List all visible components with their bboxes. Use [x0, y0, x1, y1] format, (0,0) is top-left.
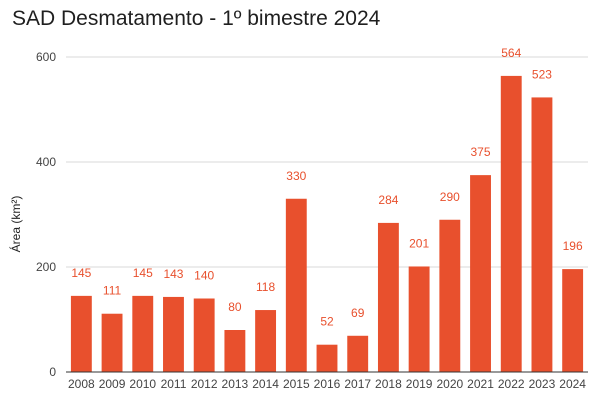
data-label-2014: 118 — [256, 280, 275, 294]
data-label-2020: 290 — [440, 190, 460, 204]
data-label-2016: 52 — [320, 315, 334, 329]
bar-2019 — [408, 266, 430, 372]
bar-2024 — [562, 269, 584, 372]
x-tick-label-2013: 2013 — [222, 377, 249, 391]
x-tick-label-2021: 2021 — [467, 377, 494, 391]
bar-2008 — [70, 295, 92, 372]
y-axis-title: Área (km²) — [8, 196, 23, 253]
x-tick-label-2024: 2024 — [559, 377, 586, 391]
data-label-2024: 196 — [563, 239, 583, 253]
y-tick-label: 400 — [36, 155, 56, 169]
y-tick-label: 600 — [36, 50, 56, 64]
x-tick-label-2014: 2014 — [252, 377, 279, 391]
x-tick-label-2019: 2019 — [406, 377, 433, 391]
x-tick-label-2023: 2023 — [529, 377, 556, 391]
x-tick-label-2012: 2012 — [191, 377, 218, 391]
bar-2010 — [132, 295, 154, 372]
data-label-2017: 69 — [351, 306, 365, 320]
x-tick-label-2011: 2011 — [161, 377, 187, 391]
chart-title: SAD Desmatamento - 1º bimestre 2024 — [12, 7, 381, 30]
bar-2022 — [500, 75, 522, 373]
x-tick-label-2020: 2020 — [436, 377, 463, 391]
data-label-2019: 201 — [409, 236, 429, 250]
data-label-2021: 375 — [471, 145, 491, 159]
bar-2017 — [347, 335, 369, 372]
x-tick-label-2022: 2022 — [498, 377, 525, 391]
data-label-2022: 564 — [501, 46, 521, 60]
bar-2009 — [101, 313, 123, 372]
data-label-2008: 145 — [71, 266, 91, 280]
data-label-2018: 284 — [378, 193, 398, 207]
x-tick-label-2015: 2015 — [283, 377, 310, 391]
bar-2014 — [255, 310, 277, 372]
bar-2023 — [531, 97, 553, 373]
x-tick-label-2018: 2018 — [375, 377, 402, 391]
x-tick-labels: 2008 2009 2010 2011 2012 2013 2014 2015 2016 2017… — [68, 377, 586, 391]
data-label-2010: 145 — [133, 266, 153, 280]
bar-2013 — [224, 330, 246, 372]
data-label-2023: 523 — [532, 67, 552, 81]
x-tick-label-2010: 2010 — [129, 377, 156, 391]
x-tick-label-2016: 2016 — [314, 377, 341, 391]
bar-2011 — [163, 296, 184, 372]
data-label-2015: 330 — [286, 169, 306, 183]
bar-2018 — [377, 222, 399, 372]
y-tick-labels: 0 200 400 600 — [36, 50, 56, 379]
bar-2015 — [285, 198, 307, 372]
bars — [70, 75, 584, 373]
data-labels: 145 111 145 143 140 80 118 330 52 69 284 201 290 375 5… — [71, 46, 583, 329]
data-label-2009: 111 — [103, 284, 122, 298]
bar-2020 — [439, 219, 461, 372]
bar-2016 — [316, 344, 338, 372]
data-label-2011: 143 — [163, 267, 183, 281]
bar-2021 — [470, 175, 491, 372]
x-tick-label-2008: 2008 — [68, 377, 95, 391]
data-label-2012: 140 — [194, 269, 214, 283]
y-tick-label: 0 — [49, 365, 56, 379]
y-tick-label: 200 — [36, 260, 56, 274]
bar-2012 — [193, 298, 215, 372]
x-tick-label-2009: 2009 — [99, 377, 126, 391]
x-tick-label-2017: 2017 — [344, 377, 371, 391]
data-label-2013: 80 — [228, 300, 242, 314]
